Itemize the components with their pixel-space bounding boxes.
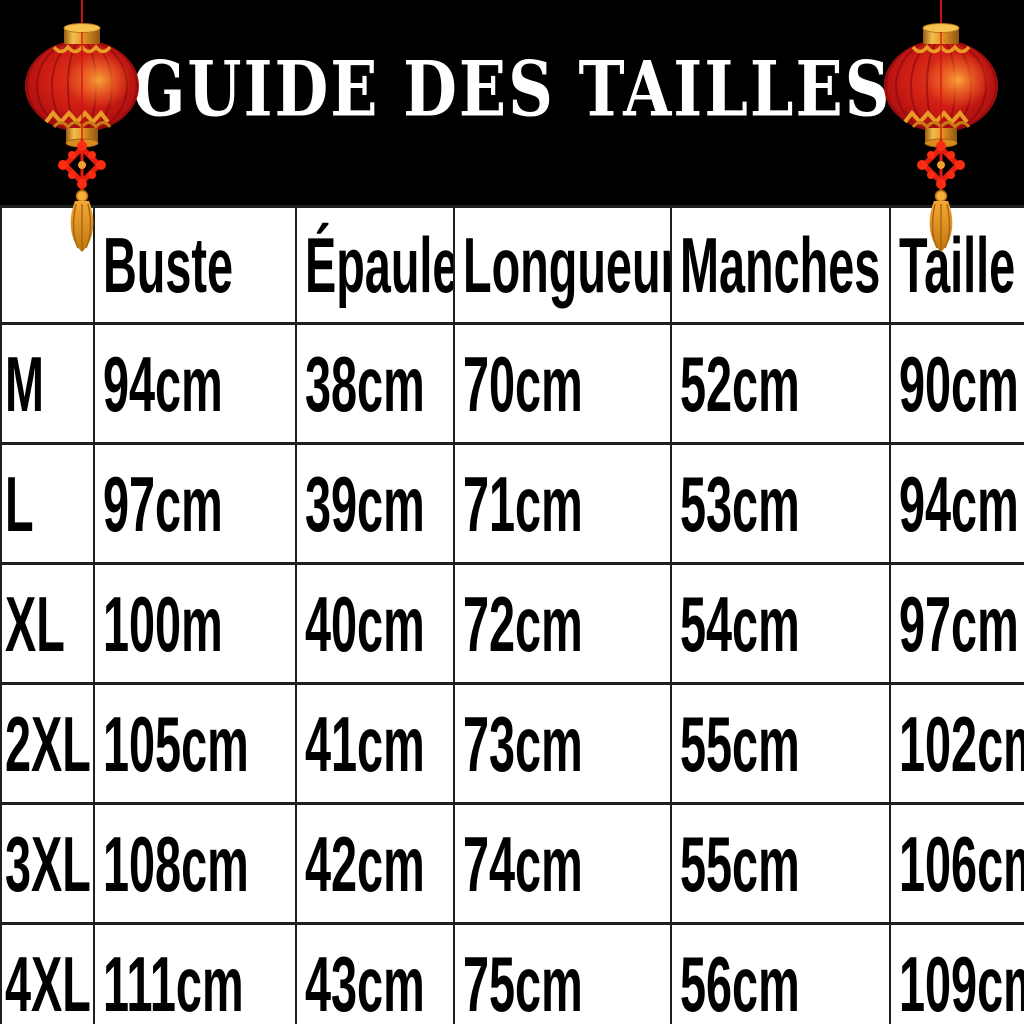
cell-value: 106cm: [899, 819, 1023, 908]
cell-buste: 108cm: [93, 802, 297, 925]
cell-value: 54cm: [680, 579, 800, 668]
cell-value: 105cm: [103, 699, 249, 788]
cell-longueur: 74cm: [453, 802, 672, 925]
cell-buste: 105cm: [93, 682, 297, 805]
table-row: 4XL 111cm 43cm 75cm 56cm 109cm: [0, 922, 1024, 1024]
cell-value: 97cm: [103, 459, 223, 548]
cell-value: 41cm: [305, 699, 425, 788]
cell-value: 75cm: [463, 939, 583, 1024]
row-size-label: 3XL: [0, 802, 95, 925]
cell-epaule: 38cm: [295, 322, 455, 445]
page-title: GUIDE DES TAILLES: [132, 44, 892, 134]
row-size-label: XL: [0, 562, 95, 685]
cell-longueur: 75cm: [453, 922, 672, 1024]
cell-manches: 55cm: [670, 802, 891, 925]
cell-epaule: 42cm: [295, 802, 455, 925]
cell-value: 55cm: [680, 819, 800, 908]
cell-taille: 109cm: [889, 922, 1024, 1024]
cell-value: 108cm: [103, 819, 249, 908]
col-header-label: Buste: [103, 221, 234, 309]
table-row: L 97cm 39cm 71cm 53cm 94cm: [0, 442, 1024, 565]
cell-value: 56cm: [680, 939, 800, 1024]
table-row: 3XL 108cm 42cm 74cm 55cm 106cm: [0, 802, 1024, 925]
cell-buste: 97cm: [93, 442, 297, 565]
col-header-label: Épaule: [305, 221, 454, 309]
cell-epaule: 41cm: [295, 682, 455, 805]
cell-manches: 53cm: [670, 442, 891, 565]
size-table: Buste Épaule Longueur Manches Taille M 9…: [0, 205, 1024, 1024]
cell-value: 52cm: [680, 339, 800, 428]
cell-manches: 56cm: [670, 922, 891, 1024]
cell-epaule: 43cm: [295, 922, 455, 1024]
cell-value: 100m: [103, 579, 223, 668]
cell-value: 39cm: [305, 459, 425, 548]
cell-value: 53cm: [680, 459, 800, 548]
cell-buste: 94cm: [93, 322, 297, 445]
cell-manches: 52cm: [670, 322, 891, 445]
cell-value: 55cm: [680, 699, 800, 788]
cell-value: 74cm: [463, 819, 583, 908]
row-size-label: M: [0, 322, 95, 445]
cell-value: 70cm: [463, 339, 583, 428]
col-header-buste: Buste: [93, 205, 297, 325]
chinese-lantern-icon: [23, 0, 141, 256]
col-header-label: Longueur: [463, 221, 671, 309]
cell-value: 73cm: [463, 699, 583, 788]
cell-value: 94cm: [899, 459, 1019, 548]
cell-value: 111cm: [103, 939, 244, 1024]
cell-taille: 106cm: [889, 802, 1024, 925]
cell-value: 40cm: [305, 579, 425, 668]
col-header-epaule: Épaule: [295, 205, 455, 325]
cell-value: 109cm: [899, 939, 1023, 1024]
size-label: 2XL: [5, 699, 91, 788]
cell-value: 102cm: [899, 699, 1023, 788]
table-row: XL 100m 40cm 72cm 54cm 97cm: [0, 562, 1024, 685]
cell-longueur: 70cm: [453, 322, 672, 445]
cell-taille: 97cm: [889, 562, 1024, 685]
banner: GUIDE DES TAILLES: [0, 0, 1024, 205]
col-header-label: Manches: [680, 221, 881, 309]
cell-buste: 111cm: [93, 922, 297, 1024]
cell-manches: 55cm: [670, 682, 891, 805]
chinese-lantern-icon: [882, 0, 1000, 256]
cell-value: 72cm: [463, 579, 583, 668]
cell-epaule: 39cm: [295, 442, 455, 565]
cell-longueur: 72cm: [453, 562, 672, 685]
col-header-manches: Manches: [670, 205, 891, 325]
cell-taille: 94cm: [889, 442, 1024, 565]
cell-taille: 102cm: [889, 682, 1024, 805]
row-size-label: L: [0, 442, 95, 565]
cell-epaule: 40cm: [295, 562, 455, 685]
row-size-label: 2XL: [0, 682, 95, 805]
cell-buste: 100m: [93, 562, 297, 685]
table-header-row: Buste Épaule Longueur Manches Taille: [0, 205, 1024, 325]
size-label: 4XL: [5, 939, 91, 1024]
cell-taille: 90cm: [889, 322, 1024, 445]
cell-value: 71cm: [463, 459, 583, 548]
size-label: XL: [5, 579, 65, 668]
cell-manches: 54cm: [670, 562, 891, 685]
cell-value: 97cm: [899, 579, 1019, 668]
cell-value: 42cm: [305, 819, 425, 908]
size-label: M: [5, 339, 44, 428]
cell-value: 94cm: [103, 339, 223, 428]
cell-value: 43cm: [305, 939, 425, 1024]
col-header-longueur: Longueur: [453, 205, 672, 325]
row-size-label: 4XL: [0, 922, 95, 1024]
size-label: L: [5, 459, 34, 548]
cell-value: 90cm: [899, 339, 1019, 428]
table-row: 2XL 105cm 41cm 73cm 55cm 102cm: [0, 682, 1024, 805]
size-label: 3XL: [5, 819, 91, 908]
cell-value: 38cm: [305, 339, 425, 428]
col-header-label: Taille: [899, 221, 1016, 309]
table-row: M 94cm 38cm 70cm 52cm 90cm: [0, 322, 1024, 445]
cell-longueur: 71cm: [453, 442, 672, 565]
col-header-taille: Taille: [889, 205, 1024, 325]
cell-longueur: 73cm: [453, 682, 672, 805]
